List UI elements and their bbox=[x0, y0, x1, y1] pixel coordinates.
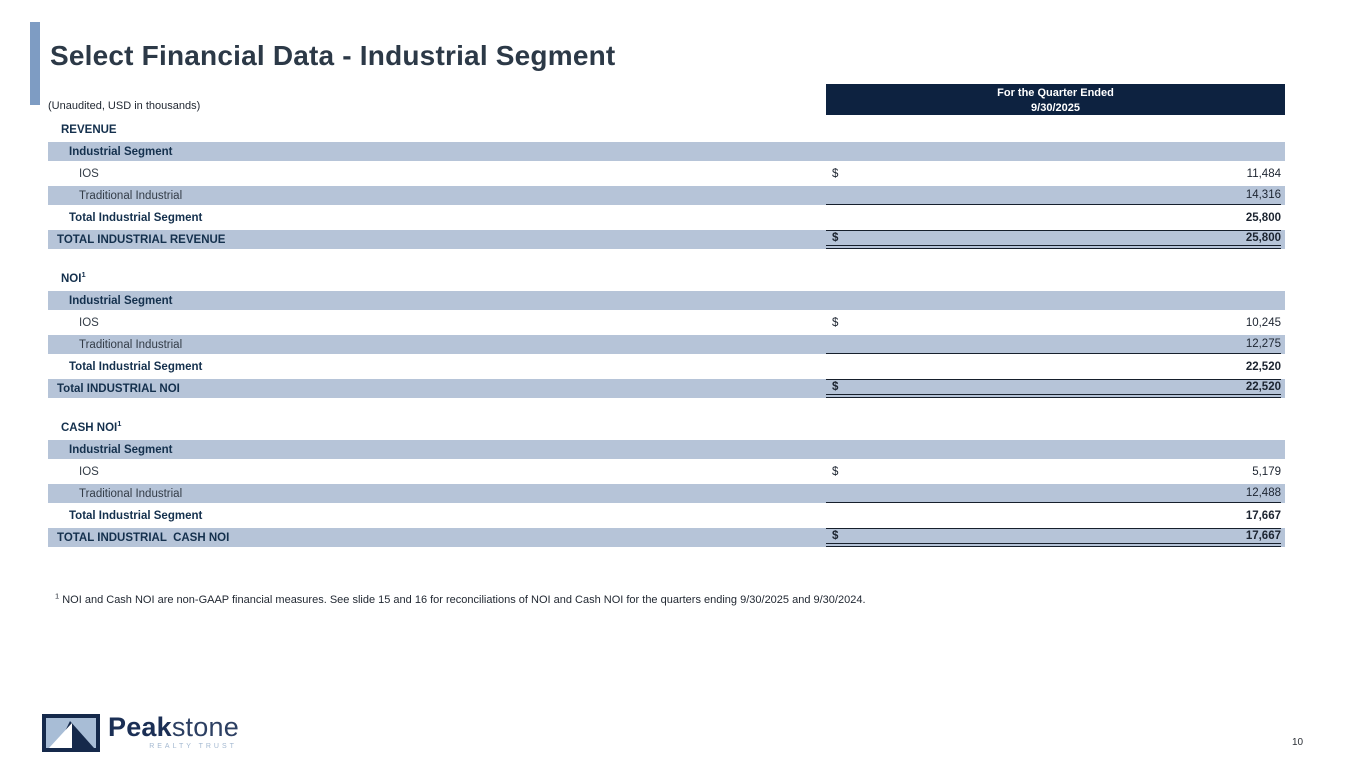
value-cell: 25,800 bbox=[826, 208, 1281, 227]
table-row: Total Industrial Segment 17,667 bbox=[48, 506, 1285, 525]
title-accent-bar bbox=[30, 22, 40, 105]
units-note: (Unaudited, USD in thousands) bbox=[48, 100, 201, 112]
dollar-sign: $ bbox=[832, 381, 839, 393]
row-label: TOTAL INDUSTRIAL CASH NOI bbox=[57, 531, 230, 544]
table-row: Traditional Industrial 12,275 bbox=[48, 335, 1285, 354]
cell-value: 14,316 bbox=[1245, 189, 1281, 201]
table-row: IOS $5,179 bbox=[48, 462, 1285, 481]
row-label: Traditional Industrial bbox=[79, 487, 183, 500]
dollar-sign: $ bbox=[832, 167, 839, 180]
dollar-sign: $ bbox=[832, 316, 839, 329]
row-label: Total Industrial Segment bbox=[69, 211, 203, 224]
cell-value: 17,667 bbox=[1245, 530, 1281, 542]
cell-value: 11,484 bbox=[1246, 167, 1281, 180]
brand-name-bold: Peak bbox=[108, 712, 172, 742]
table-row: Total Industrial Segment 25,800 bbox=[48, 208, 1285, 227]
superscript: 1 bbox=[81, 269, 86, 279]
value-cell: $17,667 bbox=[826, 528, 1281, 547]
cell-value: 17,667 bbox=[1245, 509, 1281, 522]
footnote: 1 NOI and Cash NOI are non-GAAP financia… bbox=[55, 591, 866, 606]
financial-table: REVENUE Industrial Segment IOS $11,484 Tradi… bbox=[48, 120, 1285, 550]
row-label: Total INDUSTRIAL NOI bbox=[57, 382, 180, 395]
row-label: Traditional Industrial bbox=[79, 338, 183, 351]
cell-value: 12,488 bbox=[1245, 487, 1281, 499]
table-section-noi: NOI1 Industrial Segment IOS $10,245 Traditio… bbox=[48, 269, 1285, 398]
brand-name: Peakstone bbox=[108, 714, 239, 741]
dollar-sign: $ bbox=[832, 232, 839, 244]
value-cell: $25,800 bbox=[826, 230, 1281, 249]
quarter-header-line2: 9/30/2025 bbox=[1031, 101, 1080, 114]
table-row: TOTAL INDUSTRIAL CASH NOI $17,667 bbox=[48, 528, 1285, 547]
value-cell bbox=[826, 440, 1281, 459]
table-row: REVENUE bbox=[48, 120, 1285, 139]
row-label: TOTAL INDUSTRIAL REVENUE bbox=[57, 233, 226, 246]
brand-tagline: REALTY TRUST bbox=[149, 743, 237, 750]
value-cell bbox=[826, 269, 1281, 288]
cell-value: 5,179 bbox=[1252, 465, 1281, 478]
table-section-cash-noi: CASH NOI1 Industrial Segment IOS $5,179 Trad… bbox=[48, 418, 1285, 547]
table-row: Traditional Industrial 14,316 bbox=[48, 186, 1285, 205]
value-cell: $11,484 bbox=[826, 164, 1281, 183]
cell-value: 22,520 bbox=[1245, 381, 1281, 393]
value-cell: $5,179 bbox=[826, 462, 1281, 481]
brand-name-light: stone bbox=[171, 712, 239, 742]
page-title: Select Financial Data - Industrial Segme… bbox=[50, 40, 616, 71]
table-row: TOTAL INDUSTRIAL REVENUE $25,800 bbox=[48, 230, 1285, 249]
cell-value: 10,245 bbox=[1245, 316, 1281, 329]
footnote-text: NOI and Cash NOI are non-GAAP financial … bbox=[59, 594, 866, 606]
table-row: Total INDUSTRIAL NOI $22,520 bbox=[48, 379, 1285, 398]
row-label: IOS bbox=[79, 316, 99, 329]
cell-value: 25,800 bbox=[1245, 232, 1281, 244]
table-row: Industrial Segment bbox=[48, 440, 1285, 459]
footnote-sup: 1 bbox=[55, 591, 60, 601]
cell-value: 22,520 bbox=[1245, 360, 1281, 373]
quarter-header-line1: For the Quarter Ended bbox=[997, 87, 1114, 99]
row-label: Total Industrial Segment bbox=[69, 509, 203, 522]
table-row: NOI1 bbox=[48, 269, 1285, 288]
section-title: REVENUE bbox=[61, 123, 117, 136]
peakstone-logo-icon bbox=[42, 714, 100, 752]
row-label: Traditional Industrial bbox=[79, 189, 183, 202]
value-cell: 22,520 bbox=[826, 357, 1281, 376]
row-label: Industrial Segment bbox=[69, 294, 173, 307]
dollar-sign: $ bbox=[832, 530, 839, 542]
table-row: Total Industrial Segment 22,520 bbox=[48, 357, 1285, 376]
cell-value: 25,800 bbox=[1245, 211, 1281, 224]
value-cell: 17,667 bbox=[826, 506, 1281, 525]
section-title: CASH NOI1 bbox=[61, 418, 122, 434]
table-row: IOS $11,484 bbox=[48, 164, 1285, 183]
cell-value: 12,275 bbox=[1245, 338, 1281, 350]
section-title: NOI1 bbox=[61, 269, 86, 285]
row-label: IOS bbox=[79, 465, 99, 478]
page-number: 10 bbox=[1292, 737, 1304, 748]
table-section-revenue: REVENUE Industrial Segment IOS $11,484 Tradi… bbox=[48, 120, 1285, 249]
row-label: Industrial Segment bbox=[69, 145, 173, 158]
table-row: Industrial Segment bbox=[48, 142, 1285, 161]
quarter-column-header: For the Quarter Ended 9/30/2025 bbox=[826, 84, 1285, 115]
row-label: IOS bbox=[79, 167, 99, 180]
value-cell: $22,520 bbox=[826, 379, 1281, 398]
value-cell bbox=[826, 142, 1281, 161]
value-cell: 14,316 bbox=[826, 186, 1281, 205]
row-label: Total Industrial Segment bbox=[69, 360, 203, 373]
table-row: Industrial Segment bbox=[48, 291, 1285, 310]
table-row: Traditional Industrial 12,488 bbox=[48, 484, 1285, 503]
value-cell bbox=[826, 120, 1281, 139]
logo-text: Peakstone REALTY TRUST bbox=[108, 714, 239, 751]
row-label: Industrial Segment bbox=[69, 443, 173, 456]
value-cell: 12,275 bbox=[826, 335, 1281, 354]
value-cell: $10,245 bbox=[826, 313, 1281, 332]
value-cell: 12,488 bbox=[826, 484, 1281, 503]
dollar-sign: $ bbox=[832, 465, 839, 478]
table-row: CASH NOI1 bbox=[48, 418, 1285, 437]
value-cell bbox=[826, 291, 1281, 310]
table-row: IOS $10,245 bbox=[48, 313, 1285, 332]
value-cell bbox=[826, 418, 1281, 437]
superscript: 1 bbox=[117, 418, 122, 428]
company-logo: Peakstone REALTY TRUST bbox=[42, 714, 239, 752]
